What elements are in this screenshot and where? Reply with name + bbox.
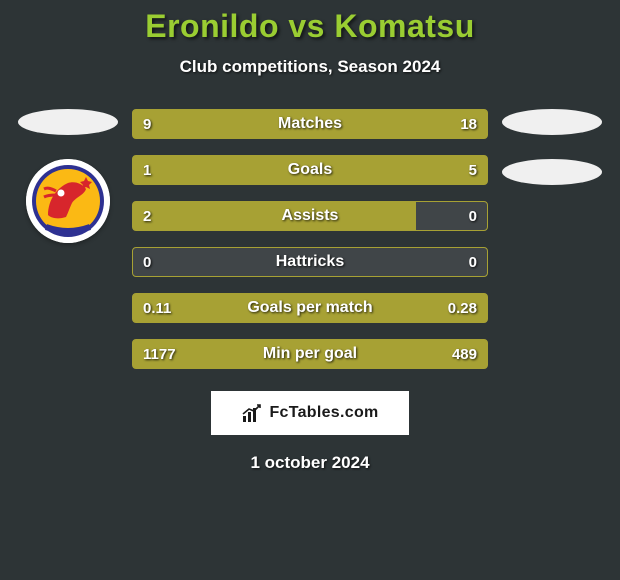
left-club-badge-icon	[26, 159, 110, 243]
stat-bar-assists: 2 Assists 0	[132, 201, 488, 231]
stat-value-right: 0	[469, 208, 477, 225]
left-player-col	[8, 109, 128, 243]
stat-fill-right	[236, 340, 487, 368]
comparison-card: Eronildo vs Komatsu Club competitions, S…	[0, 0, 620, 580]
stat-bar-min-per-goal: 1177 Min per goal 489	[132, 339, 488, 369]
stat-fill-left	[133, 340, 236, 368]
stat-value-right: 0	[469, 254, 477, 271]
stat-value-left: 0	[143, 254, 151, 271]
subtitle: Club competitions, Season 2024	[0, 57, 620, 77]
stat-fill-left	[133, 156, 193, 184]
stat-fill-left	[133, 110, 250, 138]
stat-bar-matches: 9 Matches 18	[132, 109, 488, 139]
fctables-logo-icon	[241, 402, 263, 424]
right-club-placeholder-icon	[502, 159, 602, 185]
date-line: 1 october 2024	[0, 453, 620, 473]
watermark: FcTables.com	[211, 391, 409, 435]
stat-fill-left	[133, 202, 416, 230]
stat-bar-goals: 1 Goals 5	[132, 155, 488, 185]
page-title: Eronildo vs Komatsu	[0, 8, 620, 45]
stat-bar-hattricks: 0 Hattricks 0	[132, 247, 488, 277]
right-player-col	[492, 109, 612, 185]
stat-fill-left	[133, 294, 232, 322]
content-row: 9 Matches 18 1 Goals 5 2 Assists 0	[0, 109, 620, 369]
stat-label: Hattricks	[133, 253, 487, 271]
stat-bars-col: 9 Matches 18 1 Goals 5 2 Assists 0	[128, 109, 492, 369]
stat-fill-right	[232, 294, 487, 322]
right-flag-placeholder-icon	[502, 109, 602, 135]
stat-fill-right	[250, 110, 487, 138]
stat-fill-right	[193, 156, 487, 184]
watermark-text: FcTables.com	[269, 404, 378, 422]
stat-bar-goals-per-match: 0.11 Goals per match 0.28	[132, 293, 488, 323]
left-flag-placeholder-icon	[18, 109, 118, 135]
